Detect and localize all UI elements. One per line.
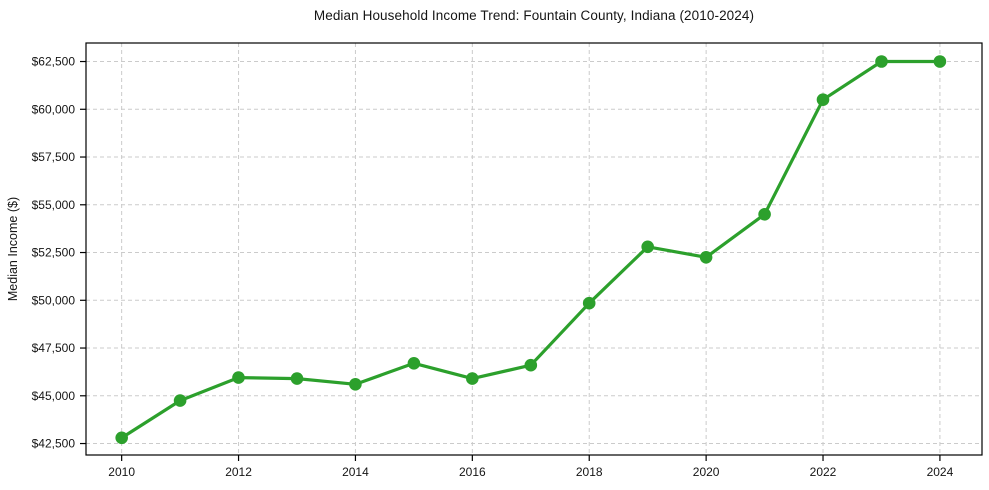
y-tick-label: $57,500: [32, 150, 76, 164]
data-point-2021: [758, 208, 771, 221]
y-tick-label: $55,000: [32, 198, 76, 212]
data-point-2016: [466, 372, 479, 385]
y-tick-label: $60,000: [32, 102, 76, 116]
x-tick-label: 2018: [576, 465, 603, 479]
y-axis-label: Median Income ($): [6, 197, 20, 301]
chart-title: Median Household Income Trend: Fountain …: [313, 8, 755, 23]
data-point-2013: [290, 372, 304, 385]
x-tick-label: 2022: [810, 465, 837, 479]
y-tick-label: $45,000: [32, 389, 76, 403]
data-point-2011: [173, 394, 187, 407]
data-point-2018: [582, 296, 596, 310]
x-tick-label: 2014: [342, 465, 369, 479]
x-tick-label: 2020: [693, 465, 720, 479]
y-tick-label: $42,500: [32, 437, 76, 451]
x-tick-label: 2016: [459, 465, 486, 479]
data-point-2022: [816, 93, 830, 106]
y-tick-label: $47,500: [32, 341, 76, 355]
data-point-2012: [232, 371, 245, 384]
data-point-2017: [524, 358, 538, 372]
x-tick-label: 2010: [108, 465, 135, 479]
income-trend-line: [120, 59, 942, 440]
data-point-2024: [933, 55, 947, 68]
y-tick-label: $52,500: [32, 246, 76, 260]
data-point-2020: [699, 250, 713, 264]
data-point-2023: [875, 55, 888, 68]
data-point-2010: [115, 431, 128, 445]
x-tick-label: 2012: [225, 465, 252, 479]
plot-border: [85, 42, 983, 456]
data-point-2014: [349, 378, 362, 391]
x-tick-label: 2024: [927, 465, 954, 479]
data-point-2019: [641, 240, 654, 254]
y-tick-label: $50,000: [32, 293, 76, 307]
y-tick-label: $62,500: [32, 55, 76, 69]
data-point-2015: [407, 357, 421, 370]
